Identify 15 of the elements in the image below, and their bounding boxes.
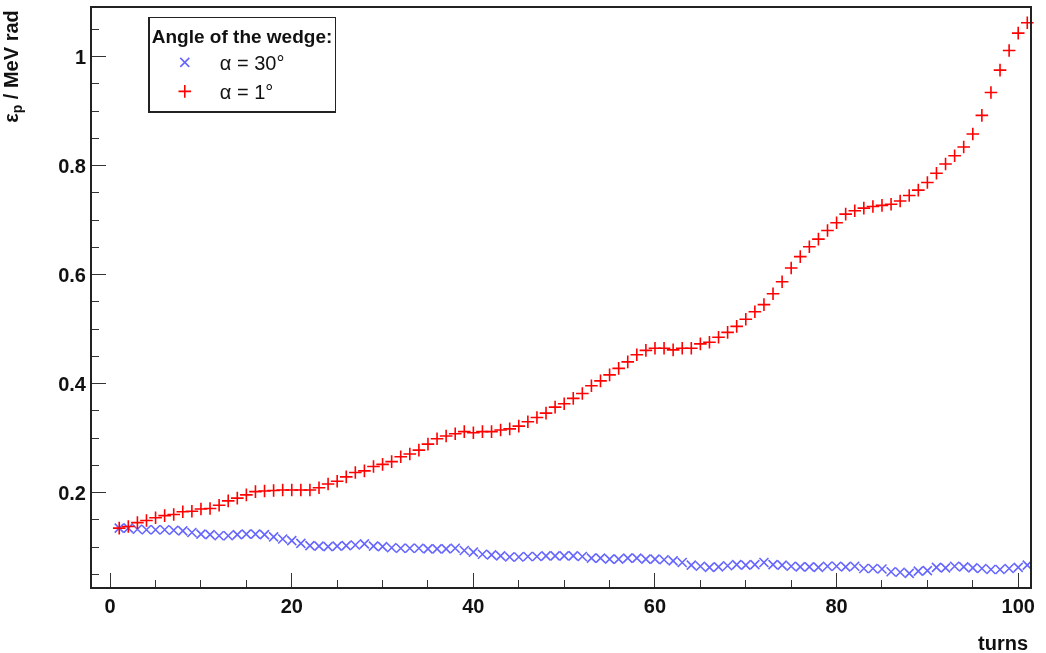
legend-label: α = 1° [219,81,274,104]
legend-label: α = 30° [219,52,285,75]
y-tick-label: 0.8 [58,154,86,177]
x-tick-label: 80 [825,595,848,617]
x-axis-title: turns [978,632,1028,653]
x-tick-label: 40 [462,595,485,617]
y-tick-label: 0.6 [58,263,86,286]
y-tick-label: 0.2 [58,481,86,504]
y-tick-label: 0.4 [58,372,87,395]
legend-title: Angle of the wedge: [151,25,333,47]
x-tick-label: 20 [280,595,303,617]
x-tick-label: 0 [104,595,116,617]
x-tick-label: 60 [643,595,667,617]
y-tick-label: 1 [74,45,86,68]
x-tick-label: 100 [1001,595,1035,617]
